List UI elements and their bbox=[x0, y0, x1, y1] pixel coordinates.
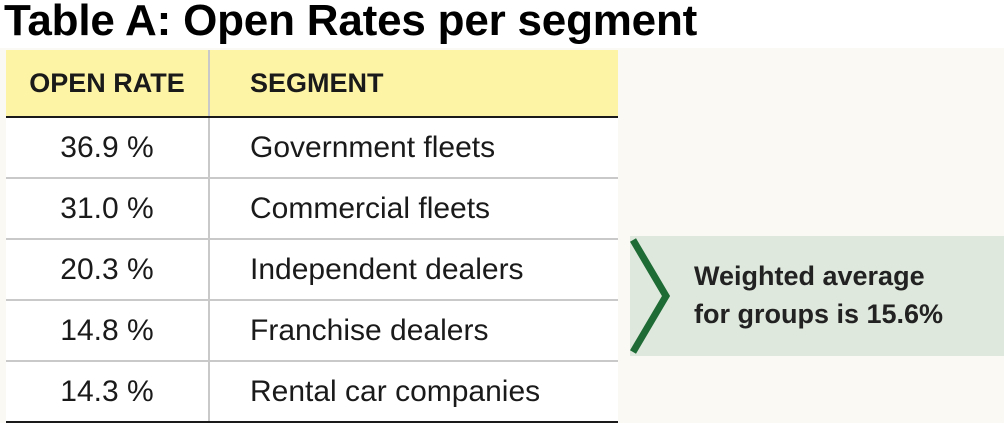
segment-cell: Franchise dealers bbox=[209, 300, 618, 362]
segment-cell: Government fleets bbox=[209, 117, 618, 179]
callout-text: Weighted average for groups is 15.6% bbox=[694, 257, 943, 333]
open-rate-cell: 14.3 % bbox=[6, 361, 210, 423]
open-rate-cell: 36.9 % bbox=[6, 117, 210, 179]
table-row: 36.9 % Government fleets bbox=[6, 117, 618, 179]
table-row: 31.0 % Commercial fleets bbox=[6, 178, 618, 240]
table-row: 14.8 % Franchise dealers bbox=[6, 300, 618, 362]
table-row: 20.3 % Independent dealers bbox=[6, 239, 618, 301]
chevron-stroke bbox=[630, 238, 671, 354]
open-rate-cell: 31.0 % bbox=[6, 178, 210, 240]
page-title: Table A: Open Rates per segment bbox=[4, 0, 698, 45]
open-rate-cell: 14.8 % bbox=[6, 300, 210, 362]
callout-line-1: Weighted average bbox=[694, 261, 925, 291]
segment-cell: Independent dealers bbox=[209, 239, 618, 301]
table-row: 14.3 % Rental car companies bbox=[6, 361, 618, 423]
column-header-segment: SEGMENT bbox=[209, 50, 618, 118]
weighted-average-callout: Weighted average for groups is 15.6% bbox=[630, 236, 1004, 356]
segment-cell: Rental car companies bbox=[209, 361, 618, 423]
segment-cell: Commercial fleets bbox=[209, 178, 618, 240]
callout-line-2: for groups is 15.6% bbox=[694, 299, 944, 329]
chevron-right-icon bbox=[630, 238, 671, 354]
open-rates-table: OPEN RATE SEGMENT 36.9 % Government flee… bbox=[6, 50, 618, 423]
open-rate-cell: 20.3 % bbox=[6, 239, 210, 301]
table-header-row: OPEN RATE SEGMENT bbox=[6, 50, 618, 118]
column-header-open-rate: OPEN RATE bbox=[6, 50, 210, 118]
